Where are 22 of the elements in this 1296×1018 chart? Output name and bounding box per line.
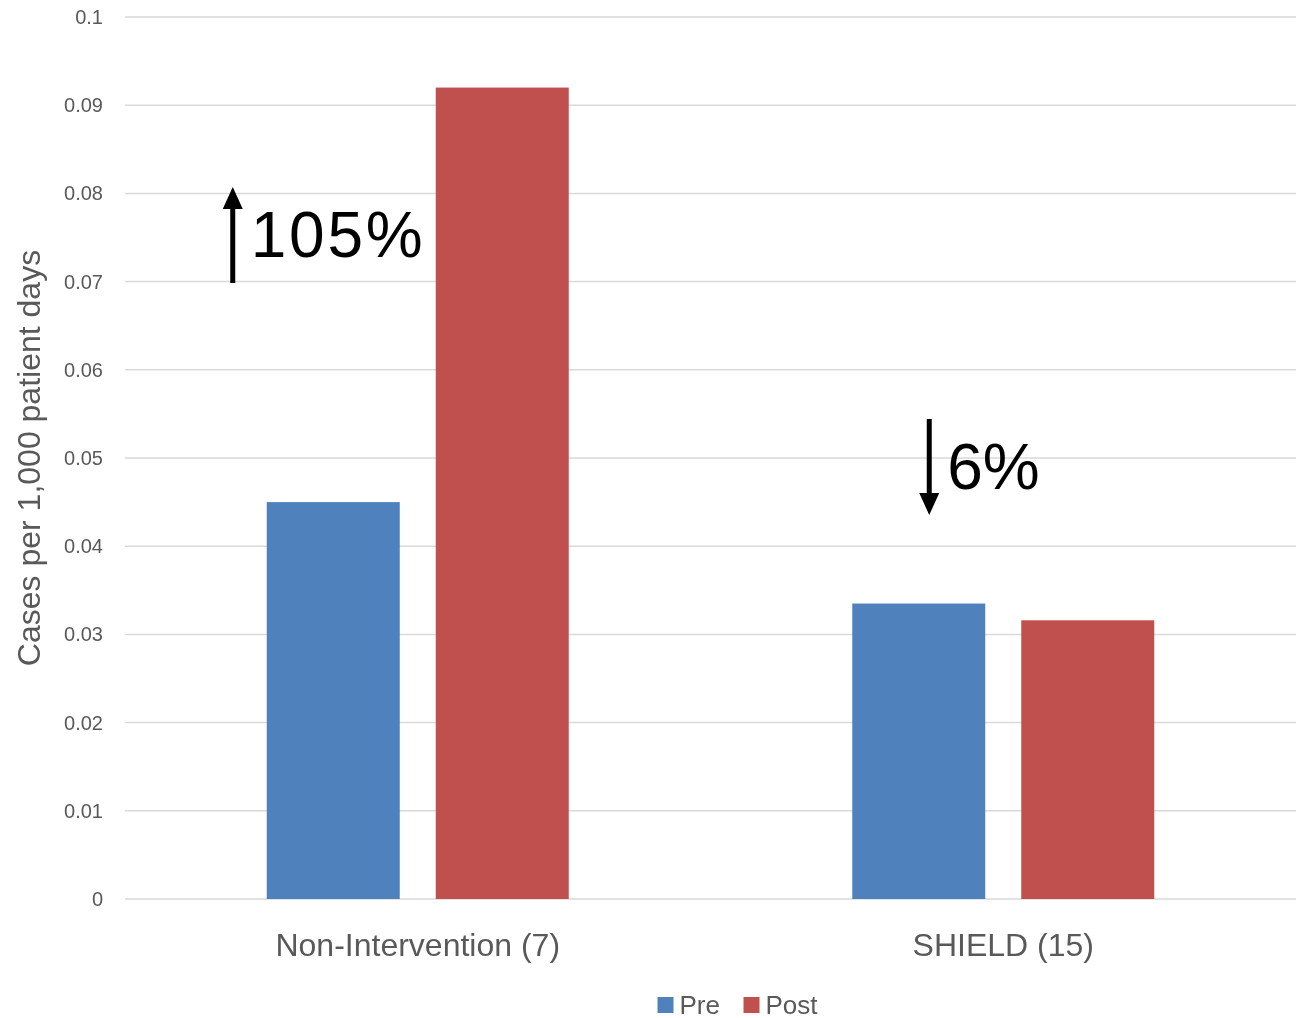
y-tick-label: 0.07 [64,270,103,293]
annotation: 6% [947,431,1040,504]
y-tick-label: 0.05 [64,447,103,469]
y-tick-label: 0.01 [64,799,103,822]
y-tick-label: 0.03 [64,623,103,646]
y-tick-label: 0.08 [64,182,103,205]
bar [852,603,986,899]
y-tick-label: 0.02 [64,711,103,734]
annotation: 105% [250,199,423,272]
x-tick-label: SHIELD (15) [912,927,1094,963]
legend-label: Post [765,990,819,1018]
y-tick-label: 0.06 [64,358,103,381]
y-axis-title: Cases per 1,000 patient days [11,249,47,667]
bar [266,502,400,899]
bar [1021,620,1155,899]
y-tick-label: 0.1 [75,6,103,28]
legend-label: Pre [679,990,720,1018]
y-tick-label: 0 [91,888,103,910]
y-tick-label: 0.04 [64,535,103,558]
bar [435,87,569,899]
y-tick-label: 0.09 [64,94,103,117]
x-tick-label: Non-Intervention (7) [275,927,561,963]
